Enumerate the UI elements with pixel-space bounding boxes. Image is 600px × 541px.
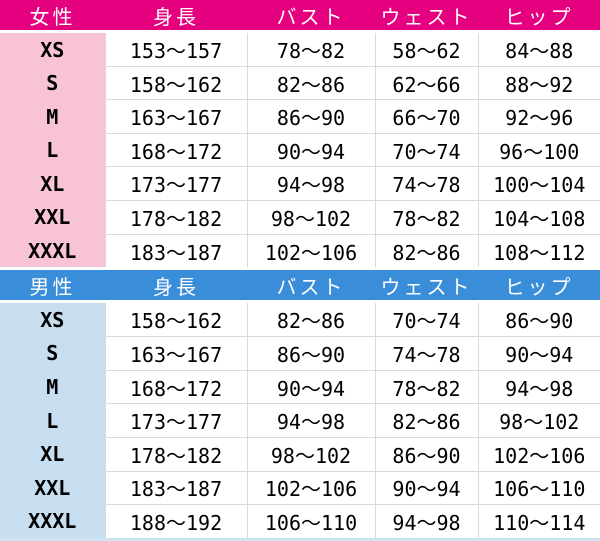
size-label: XL <box>0 437 105 472</box>
table-row: L 173〜177 94〜98 82〜86 98〜102 <box>0 403 600 438</box>
women-section: 女性 身長 バスト ウェスト ヒップ XS 153〜157 78〜82 58〜6… <box>0 0 600 270</box>
height-cell: 183〜187 <box>104 470 248 506</box>
table-row: XXXL 188〜192 106〜110 94〜98 110〜114 <box>0 504 600 540</box>
height-cell: 163〜167 <box>104 99 248 134</box>
bust-cell: 90〜94 <box>246 369 376 405</box>
size-label: XL <box>0 166 105 201</box>
hip-cell: 96〜100 <box>477 132 600 168</box>
bust-cell: 102〜106 <box>246 470 376 506</box>
bust-cell: 78〜82 <box>246 31 376 67</box>
size-label: S <box>0 336 105 371</box>
hip-cell: 98〜102 <box>477 403 600 438</box>
height-cell: 158〜162 <box>104 65 248 101</box>
waist-cell: 70〜74 <box>374 132 479 168</box>
bust-cell: 82〜86 <box>246 65 376 101</box>
hip-cell: 106〜110 <box>477 470 600 506</box>
hip-cell: 92〜96 <box>477 99 600 134</box>
men-section: 男性 身長 バスト ウェスト ヒップ XS 158〜162 82〜86 70〜7… <box>0 267 600 540</box>
height-cell: 183〜187 <box>104 233 248 270</box>
bust-cell: 86〜90 <box>246 336 376 371</box>
bust-cell: 102〜106 <box>246 233 376 270</box>
column-header-bust: バスト <box>247 267 375 304</box>
table-row: XS 158〜162 82〜86 70〜74 86〜90 <box>0 301 600 338</box>
table-row: XXL 178〜182 98〜102 78〜82 104〜108 <box>0 200 600 235</box>
column-header-waist: ウェスト <box>375 0 478 33</box>
column-header-hip: ヒップ <box>478 267 600 304</box>
bust-cell: 86〜90 <box>246 99 376 134</box>
waist-cell: 82〜86 <box>374 403 479 438</box>
size-label: XS <box>0 301 105 337</box>
table-row: XL 173〜177 94〜98 74〜78 100〜104 <box>0 166 600 202</box>
bust-cell: 82〜86 <box>246 301 376 338</box>
women-group-label: 女性 <box>0 0 105 33</box>
hip-cell: 100〜104 <box>477 166 600 202</box>
waist-cell: 82〜86 <box>374 233 479 270</box>
size-label: L <box>0 133 105 167</box>
bust-cell: 106〜110 <box>246 504 376 540</box>
height-cell: 153〜157 <box>104 31 248 67</box>
hip-cell: 94〜98 <box>477 369 600 405</box>
waist-cell: 94〜98 <box>374 504 479 540</box>
waist-cell: 90〜94 <box>374 470 479 506</box>
table-row: S 163〜167 86〜90 74〜78 90〜94 <box>0 336 600 371</box>
hip-cell: 86〜90 <box>477 301 600 338</box>
men-group-label: 男性 <box>0 267 105 304</box>
hip-cell: 102〜106 <box>477 436 600 472</box>
hip-cell: 104〜108 <box>477 200 600 235</box>
waist-cell: 70〜74 <box>374 301 479 338</box>
hip-cell: 110〜114 <box>477 504 600 540</box>
size-label: XXL <box>0 200 105 235</box>
table-row: XXL 183〜187 102〜106 90〜94 106〜110 <box>0 470 600 506</box>
hip-cell: 88〜92 <box>477 65 600 101</box>
table-row: XL 178〜182 98〜102 86〜90 102〜106 <box>0 436 600 472</box>
waist-cell: 86〜90 <box>374 436 479 472</box>
column-header-bust: バスト <box>247 0 375 33</box>
size-label: S <box>0 66 105 100</box>
waist-cell: 58〜62 <box>374 31 479 67</box>
height-cell: 178〜182 <box>104 436 248 472</box>
size-label: XXXL <box>0 234 105 269</box>
size-label: XXL <box>0 471 105 505</box>
height-cell: 178〜182 <box>104 200 248 235</box>
size-label: XXXL <box>0 504 105 540</box>
men-header-row: 男性 身長 バスト ウェスト ヒップ <box>0 267 600 304</box>
size-label: XS <box>0 31 105 67</box>
waist-cell: 62〜66 <box>374 65 479 101</box>
column-header-height: 身長 <box>105 0 247 33</box>
height-cell: 163〜167 <box>104 336 248 371</box>
women-header-row: 女性 身長 バスト ウェスト ヒップ <box>0 0 600 33</box>
height-cell: 168〜172 <box>104 369 248 405</box>
height-cell: 173〜177 <box>104 166 248 202</box>
waist-cell: 66〜70 <box>374 99 479 134</box>
waist-cell: 78〜82 <box>374 369 479 405</box>
table-row: XXXL 183〜187 102〜106 82〜86 108〜112 <box>0 233 600 270</box>
hip-cell: 90〜94 <box>477 336 600 371</box>
waist-cell: 74〜78 <box>374 336 479 371</box>
height-cell: 158〜162 <box>104 301 248 338</box>
size-label: L <box>0 403 105 438</box>
height-cell: 173〜177 <box>104 403 248 438</box>
height-cell: 188〜192 <box>104 504 248 540</box>
column-header-waist: ウェスト <box>375 267 478 304</box>
hip-cell: 84〜88 <box>477 31 600 67</box>
table-row: M 163〜167 86〜90 66〜70 92〜96 <box>0 99 600 134</box>
bust-cell: 90〜94 <box>246 132 376 168</box>
table-row: S 158〜162 82〜86 62〜66 88〜92 <box>0 65 600 101</box>
bust-cell: 94〜98 <box>246 166 376 202</box>
table-row: M 168〜172 90〜94 78〜82 94〜98 <box>0 369 600 405</box>
bust-cell: 94〜98 <box>246 403 376 438</box>
hip-cell: 108〜112 <box>477 233 600 270</box>
bust-cell: 98〜102 <box>246 200 376 235</box>
table-row: XS 153〜157 78〜82 58〜62 84〜88 <box>0 31 600 67</box>
size-label: M <box>0 370 105 404</box>
size-label: M <box>0 99 105 134</box>
height-cell: 168〜172 <box>104 132 248 168</box>
waist-cell: 78〜82 <box>374 200 479 235</box>
table-row: L 168〜172 90〜94 70〜74 96〜100 <box>0 132 600 168</box>
column-header-height: 身長 <box>105 267 247 304</box>
waist-cell: 74〜78 <box>374 166 479 202</box>
column-header-hip: ヒップ <box>478 0 600 33</box>
bust-cell: 98〜102 <box>246 436 376 472</box>
